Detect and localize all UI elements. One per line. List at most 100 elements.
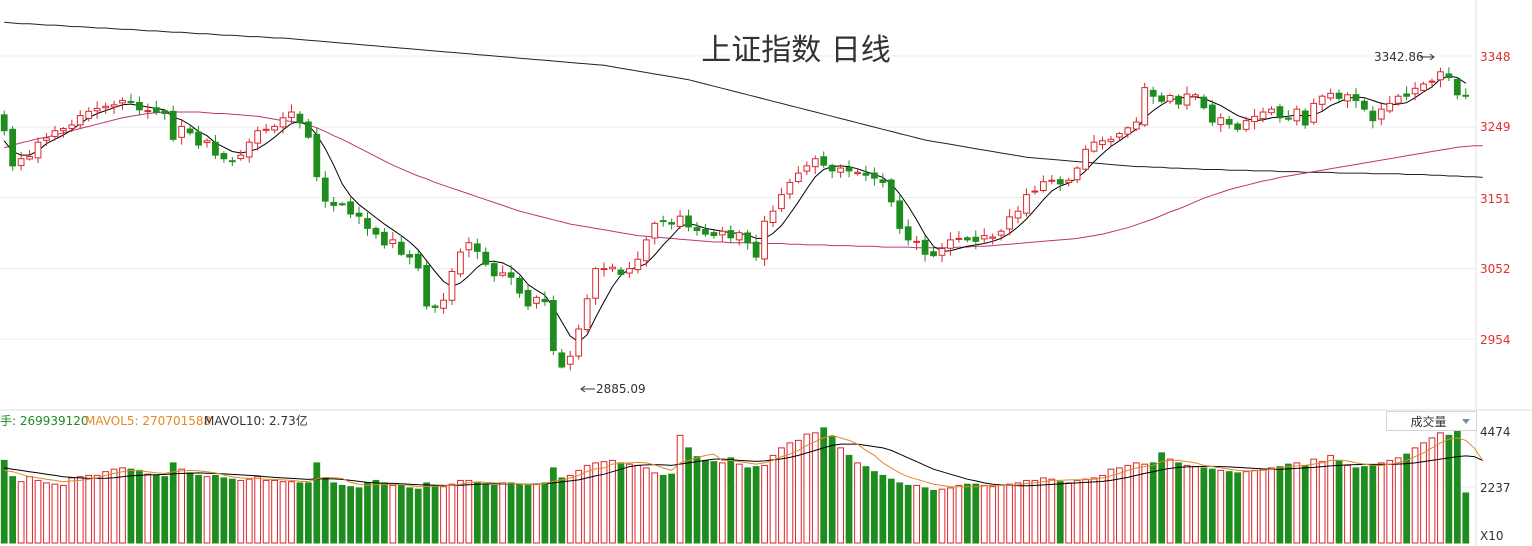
volume-bar-100 [845,454,853,544]
candle-body-50 [423,265,431,307]
tick-label-price-4: 2954 [1480,333,1511,347]
candle-body-89 [752,241,760,258]
candle-body-30 [254,130,262,144]
candle-body-22 [186,128,194,134]
volume-bar-101 [854,462,861,544]
volume-bar-133 [1124,464,1132,544]
volume-bar-23 [195,474,202,544]
volume-bar-30 [254,476,262,544]
candle-body-12 [102,105,109,109]
volume-bar-171 [1445,434,1453,544]
volume-bar-123 [1039,477,1047,544]
volume-bar-167 [1411,447,1419,544]
candle-body-42 [355,212,363,217]
candle-body-111 [938,247,946,256]
volume-bar-149 [1259,468,1267,544]
candle-body-131 [1107,138,1115,142]
candle-body-147 [1242,120,1250,130]
volume-bar-147 [1242,471,1250,544]
candle-body-81 [685,215,692,228]
volume-bar-159 [1344,464,1351,544]
volume-bar-124 [1048,478,1056,544]
volume-bar-16 [136,469,143,544]
volume-bar-56 [473,482,481,544]
volume-bar-95 [803,433,811,544]
candle-body-73 [617,269,625,275]
indicator-select[interactable]: 成交量 [1386,411,1477,431]
volume-bar-143 [1208,468,1216,544]
volume-bar-1 [9,476,17,544]
candle-body-100 [845,167,853,172]
candle-body-65 [549,300,557,351]
candlestick-series [0,67,1470,371]
volume-bar-122 [1031,479,1039,544]
volume-bar-89 [752,466,760,544]
volume-bar-157 [1327,454,1334,544]
candle-body-11 [93,107,101,112]
volume-bar-72 [609,459,616,544]
candle-body-124 [1048,179,1056,182]
indicator-select-label: 成交量 [1410,414,1447,429]
candle-body-34 [288,111,295,118]
volume-bar-70 [592,462,599,544]
candle-body-102 [862,172,870,176]
volume-bar-83 [702,459,709,544]
candle-body-121 [1023,194,1030,214]
tick-label-volume-0: 4474 [1480,425,1511,439]
candle-body-101 [854,171,861,175]
mavol5-line [4,434,1484,488]
volume-bar-114 [963,483,971,544]
candle-body-6 [51,130,59,137]
candle-body-173 [1462,94,1470,97]
volume-bar-18 [152,474,160,544]
volume-bar-19 [161,476,169,544]
volume-bar-84 [710,461,718,544]
volume-bar-4 [34,479,42,544]
candle-body-163 [1377,108,1385,120]
volume-bar-116 [980,484,988,544]
candle-body-68 [575,328,583,357]
volume-bar-130 [1099,474,1106,544]
volume-bar-156 [1318,461,1326,544]
volume-bar-170 [1437,432,1444,544]
candle-body-99 [837,167,844,173]
candle-body-80 [676,215,684,227]
volume-bar-40 [338,484,346,544]
candle-body-0 [0,114,8,132]
volume-bar-39 [330,482,338,544]
volume-bar-151 [1276,466,1284,544]
candle-body-137 [1158,95,1166,102]
volume-bar-69 [583,464,591,544]
candle-body-84 [710,232,718,237]
candle-body-82 [693,227,701,232]
candle-body-153 [1293,108,1301,122]
candle-body-136 [1149,89,1157,97]
candle-body-64 [541,298,549,303]
candle-body-43 [364,218,371,229]
candle-body-27 [228,160,236,163]
candle-body-156 [1318,95,1326,105]
candle-body-145 [1225,118,1233,125]
volume-bar-48 [406,487,414,544]
candle-body-52 [440,299,447,309]
volume-bar-28 [237,479,245,544]
volume-bar-92 [778,447,785,544]
volume-ma-lines [4,434,1484,488]
volume-bar-94 [794,439,802,544]
candle-body-36 [304,121,312,138]
candle-body-116 [980,235,988,240]
volume-bar-66 [558,477,566,544]
volume-bar-109 [921,487,929,544]
tick-label-price-2: 3151 [1480,192,1511,206]
volume-bar-118 [997,484,1005,544]
candle-body-55 [465,242,473,251]
chevron-down-icon [1462,418,1470,424]
volume-bar-85 [718,462,726,544]
candle-body-51 [431,305,439,308]
candle-body-63 [533,296,540,304]
candle-body-114 [963,237,971,241]
candle-body-125 [1056,179,1064,185]
candle-body-142 [1200,96,1208,109]
